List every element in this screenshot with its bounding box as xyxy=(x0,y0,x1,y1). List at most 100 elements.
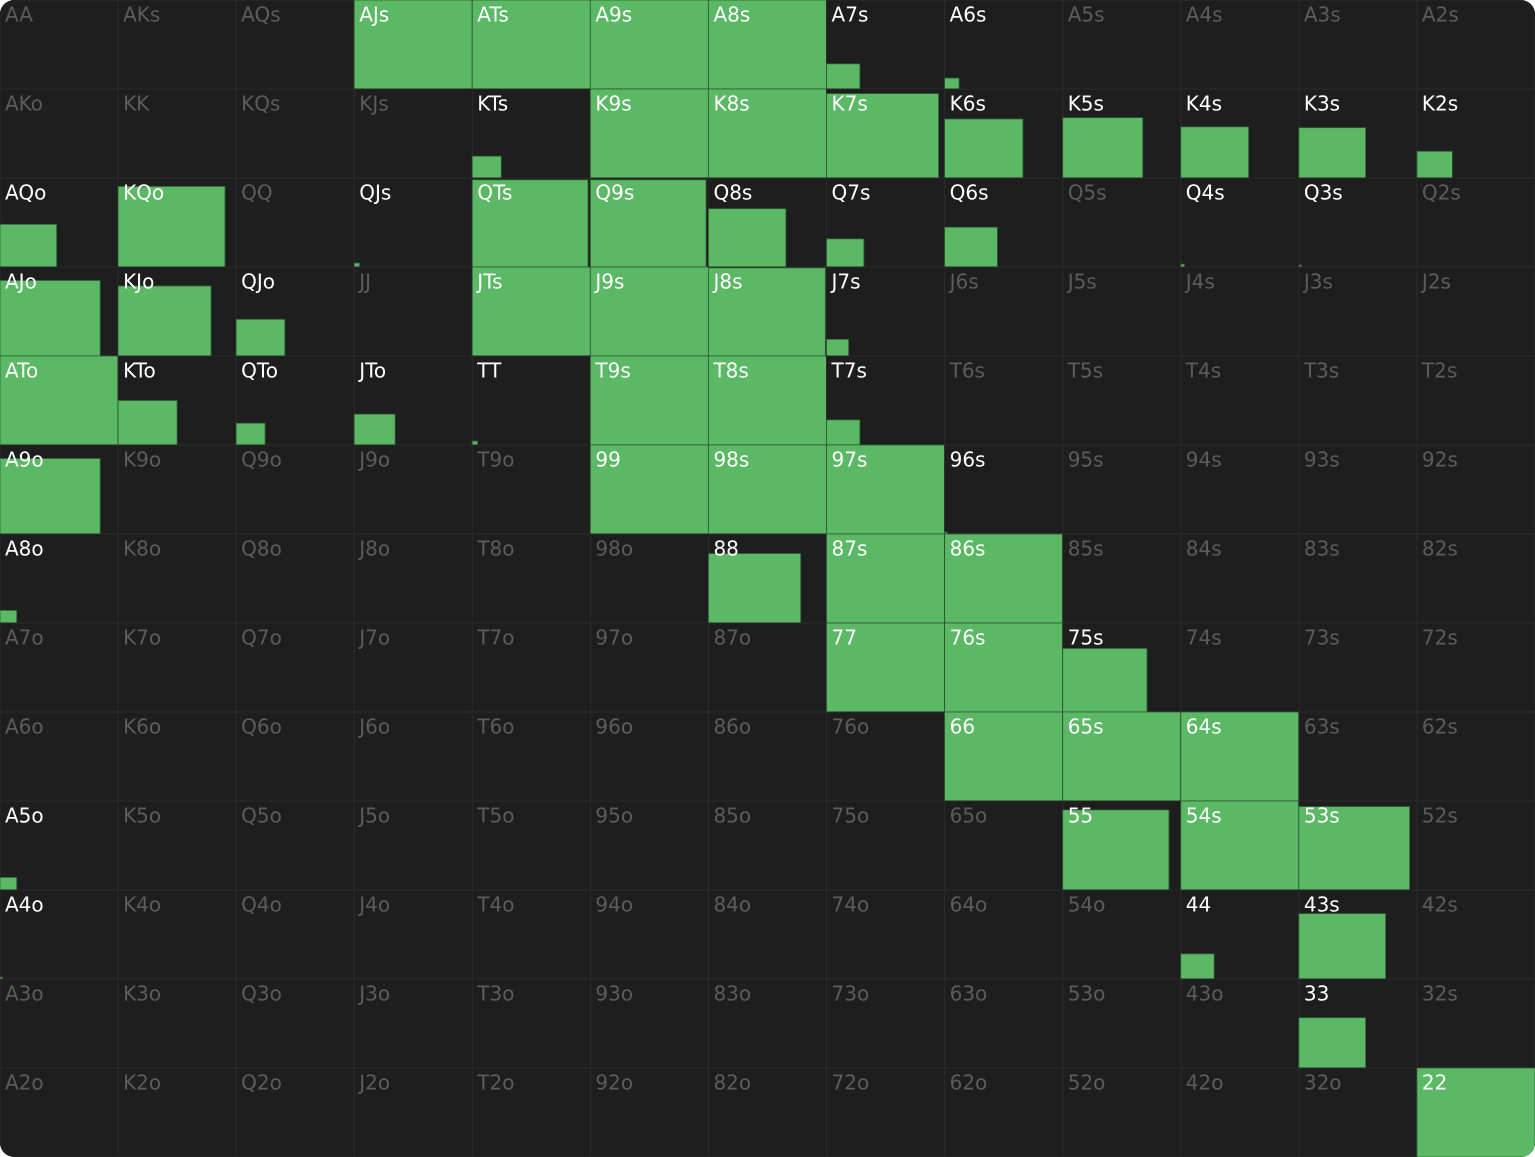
frequency-box xyxy=(1062,117,1144,179)
frequency-box xyxy=(1180,126,1249,179)
hand-label: K4s xyxy=(1186,92,1222,116)
hand-label: A6s xyxy=(950,3,987,27)
frequency-box xyxy=(235,422,266,446)
hand-label: A4o xyxy=(5,893,44,917)
frequency-box xyxy=(1062,711,1182,802)
frequency-box xyxy=(471,440,478,446)
frequency-box xyxy=(1298,913,1387,980)
hand-label: 98s xyxy=(713,448,749,472)
hand-label: TT xyxy=(476,359,502,383)
hand-label: 44 xyxy=(1186,893,1211,917)
hand-label: 32s xyxy=(1422,982,1458,1006)
frequency-box xyxy=(1062,648,1148,713)
hand-label: Q9s xyxy=(595,181,634,205)
hand-label: T2o xyxy=(476,1071,514,1095)
hand-label: 97s xyxy=(832,448,868,472)
hand-label: T2s xyxy=(1421,359,1457,383)
hand-label: 94s xyxy=(1186,448,1222,472)
hand-label: 83o xyxy=(713,982,751,1006)
hand-label: 97o xyxy=(595,626,633,650)
frequency-box xyxy=(1180,953,1215,980)
hand-label: J8o xyxy=(357,537,390,561)
hand-label: J7s xyxy=(830,270,861,294)
hand-label: Q5o xyxy=(241,804,282,828)
hand-label: AJo xyxy=(5,270,37,294)
hand-label: KQo xyxy=(123,181,164,205)
frequency-box xyxy=(826,63,861,90)
hand-label: AQs xyxy=(241,3,281,27)
hand-label: J4s xyxy=(1184,270,1215,294)
hand-label: 52o xyxy=(1068,1071,1106,1095)
hand-label: 42o xyxy=(1186,1071,1224,1095)
frequency-box xyxy=(0,458,101,535)
hand-label: T3o xyxy=(476,982,514,1006)
frequency-box xyxy=(708,0,827,90)
hand-label: A8s xyxy=(713,3,750,27)
hand-label: KTo xyxy=(123,359,156,383)
hand-label: ATs xyxy=(477,3,508,27)
frequency-box xyxy=(589,0,709,90)
hand-label: Q9o xyxy=(241,448,282,472)
hand-label: J2s xyxy=(1420,270,1451,294)
hand-label: K4o xyxy=(123,893,161,917)
hand-label: Q3s xyxy=(1304,181,1343,205)
hand-label: 88 xyxy=(713,537,738,561)
frequency-box xyxy=(353,262,360,268)
hand-label: 66 xyxy=(950,715,975,739)
hand-label: KK xyxy=(123,92,150,116)
frequency-box xyxy=(1298,127,1367,179)
hand-label: A5o xyxy=(5,804,44,828)
hand-label: JTo xyxy=(357,359,386,383)
hand-label: 93o xyxy=(595,982,633,1006)
hand-label: 32o xyxy=(1304,1071,1342,1095)
frequency-box xyxy=(0,877,18,891)
frequency-box xyxy=(117,400,178,446)
hand-label: A3o xyxy=(5,982,44,1006)
frequency-box xyxy=(826,622,946,713)
hand-label: KJo xyxy=(123,270,154,294)
hand-label: 65s xyxy=(1068,715,1104,739)
hand-label: 98o xyxy=(595,537,633,561)
hand-label: Q7o xyxy=(241,626,282,650)
hand-label: 54o xyxy=(1068,893,1106,917)
frequency-box xyxy=(589,444,709,535)
hand-label: 22 xyxy=(1422,1071,1447,1095)
hand-label: J8s xyxy=(711,270,742,294)
frequency-box xyxy=(117,285,212,357)
hand-label: AKs xyxy=(123,3,160,27)
frequency-box xyxy=(471,179,589,268)
hand-label: AJs xyxy=(359,3,389,27)
hand-label: Q8s xyxy=(713,181,752,205)
hand-label: J9o xyxy=(357,448,390,472)
hand-label: 62o xyxy=(950,1071,988,1095)
hand-label: 85o xyxy=(713,804,751,828)
hand-label: 99 xyxy=(595,448,620,472)
hand-label: T7o xyxy=(476,626,514,650)
hand-label: 83s xyxy=(1304,537,1340,561)
hand-label: 72o xyxy=(832,1071,870,1095)
hand-label: A2s xyxy=(1422,3,1459,27)
hand-label: K5s xyxy=(1068,92,1104,116)
frequency-box xyxy=(1180,800,1300,891)
hand-label: K9s xyxy=(595,92,631,116)
hand-label: 82s xyxy=(1422,537,1458,561)
hand-label: QQ xyxy=(241,181,272,205)
frequency-box xyxy=(944,533,1064,624)
frequency-box xyxy=(1298,806,1411,891)
hand-label: ATo xyxy=(5,359,38,383)
frequency-box xyxy=(826,238,865,268)
hand-label: 62s xyxy=(1422,715,1458,739)
hand-label: J6o xyxy=(357,715,390,739)
frequency-box xyxy=(826,338,850,357)
hand-label: J4o xyxy=(357,893,390,917)
frequency-box xyxy=(353,413,396,446)
hand-label: QTo xyxy=(241,359,278,383)
hand-label: 84o xyxy=(713,893,751,917)
hand-label: Q2o xyxy=(241,1071,282,1095)
hand-label: 43s xyxy=(1304,893,1340,917)
frequency-box xyxy=(826,533,946,624)
frequency-box xyxy=(0,610,18,624)
frequency-box xyxy=(1180,711,1300,802)
hand-label: K6s xyxy=(950,92,986,116)
